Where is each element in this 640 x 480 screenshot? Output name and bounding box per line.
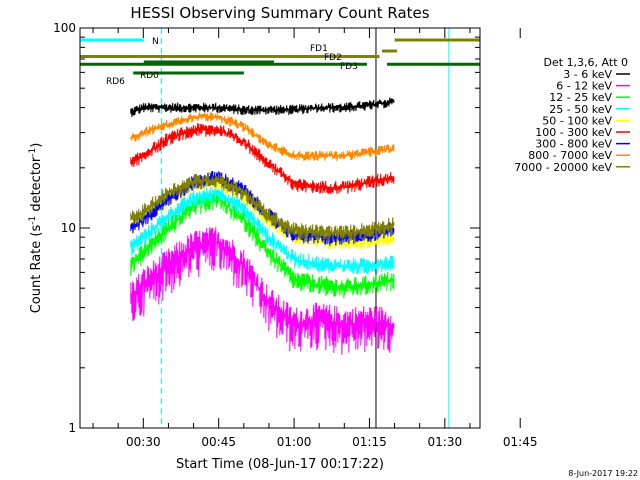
chart-title: HESSI Observing Summary Count Rates <box>130 4 429 22</box>
y-axis-label: Count Rate (s-1 detector-1) <box>28 143 44 314</box>
flag-label: FD3 <box>340 62 358 72</box>
legend-label: 3 - 6 keV <box>563 68 612 81</box>
flag-label: N <box>152 37 159 47</box>
legend-label: 50 - 100 keV <box>542 114 612 127</box>
x-tick-label: 01:15 <box>352 435 387 449</box>
ylabel-part: Count Rate (s <box>29 225 44 314</box>
x-tick-label: 01:00 <box>277 435 312 449</box>
series-line <box>130 172 395 242</box>
ylabel-exponent: -1 <box>28 148 38 157</box>
y-tick-label: 10 <box>61 221 76 235</box>
x-axis-label: Start Time (08-Jun-17 00:17:22) <box>176 457 384 472</box>
x-tick-label: 00:45 <box>201 435 236 449</box>
series-line <box>130 111 395 162</box>
flag-label: FD1 <box>310 44 328 54</box>
series-line <box>130 97 395 118</box>
ylabel-exponent: -1 <box>28 216 38 225</box>
legend-label: 800 - 7000 keV <box>528 149 612 162</box>
ylabel-part: ) <box>29 143 44 148</box>
legend-label: 7000 - 20000 keV <box>514 161 612 174</box>
series-line <box>130 187 395 275</box>
legend-header: Det 1,3,6, Att 0 <box>544 56 628 69</box>
legend-label: 6 - 12 keV <box>556 80 612 93</box>
x-tick-label: 00:30 <box>126 435 161 449</box>
ylabel-part: detector <box>29 156 44 216</box>
flag-label: RD6 <box>106 77 125 87</box>
timestamp-label: 8-Jun-2017 19:22 <box>568 469 638 478</box>
legend-label: 300 - 800 keV <box>535 138 612 151</box>
axes: 1 10 100 00:30 00:45 01:00 01:15 01:30 01:45 <box>53 21 537 449</box>
x-tick-label: 01:30 <box>428 435 463 449</box>
series-layer <box>130 97 395 355</box>
x-tick-label: 01:45 <box>503 435 538 449</box>
y-tick-label: 100 <box>53 21 76 35</box>
y-tick-label: 1 <box>68 421 76 435</box>
legend-label: 25 - 50 keV <box>549 103 612 116</box>
flag-label: FD2 <box>324 53 342 63</box>
legend-label: 12 - 25 keV <box>549 91 612 104</box>
series-line <box>130 227 395 355</box>
flag-label: RD0 <box>140 71 159 81</box>
series-line <box>130 190 395 299</box>
legend-label: 100 - 300 keV <box>535 126 612 139</box>
series-line <box>130 122 395 195</box>
